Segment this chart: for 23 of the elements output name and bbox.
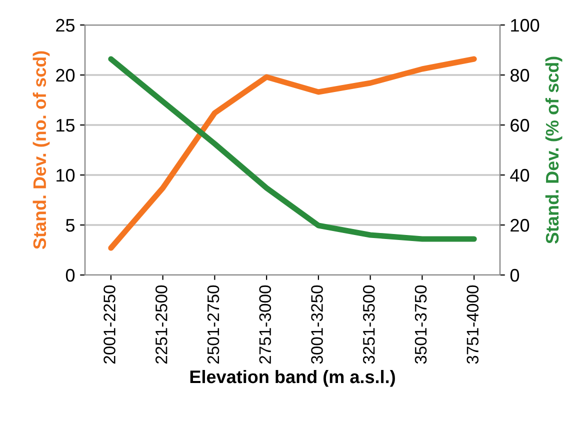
y-tick-label: 25 — [56, 18, 75, 32]
y2-tick-label: 60 — [510, 118, 530, 132]
x-tick-label: 3501-3750 — [414, 285, 427, 364]
x-tick-label: 3001-3250 — [311, 285, 323, 364]
x-tick-label: 2251-2500 — [155, 285, 168, 364]
x-tick-label: 2001-2250 — [104, 285, 116, 364]
x-tick-label: 2501-2750 — [207, 285, 220, 364]
y-tick-label: 0 — [66, 268, 75, 282]
y2-axis-title: Stand. Dev. (% of scd) — [545, 56, 562, 244]
y2-tick-label: 100 — [511, 18, 540, 32]
y-tick-label: 15 — [56, 119, 75, 132]
y2-tick-label: 0 — [510, 268, 520, 282]
y-tick-label: 5 — [66, 219, 75, 232]
x-tick-label: 3751-4000 — [466, 285, 479, 364]
y2-tick-label: 40 — [510, 168, 530, 182]
x-tick-label: 2751-3000 — [259, 285, 272, 364]
x-tick-label: 3251-3500 — [362, 285, 375, 364]
y-tick-label: 20 — [56, 68, 75, 82]
y-tick-label: 10 — [56, 168, 75, 182]
x-axis-title: Elevation band (m a.s.l.) — [190, 370, 395, 387]
y-axis-title: Stand. Dev. (no. of scd) — [32, 51, 50, 250]
y2-tick-label: 20 — [510, 218, 530, 232]
y2-tick-label: 80 — [510, 68, 530, 82]
